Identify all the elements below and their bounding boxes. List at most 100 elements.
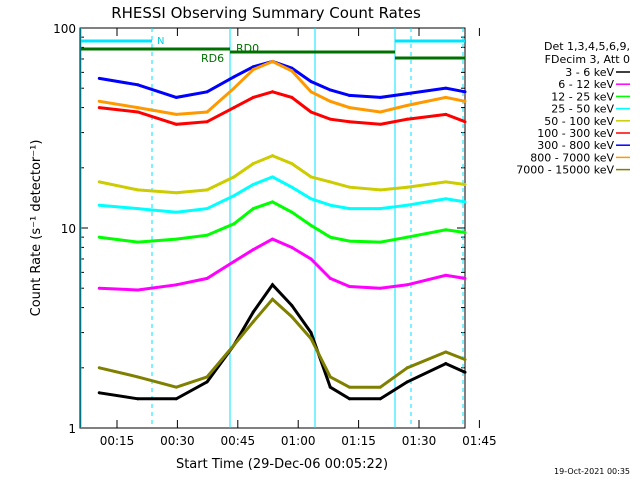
data-point	[232, 259, 236, 263]
data-point	[309, 197, 313, 201]
legend-label: 25 - 50 keV	[551, 103, 614, 116]
data-point	[405, 380, 409, 384]
data-point	[463, 90, 467, 94]
data-point	[174, 210, 178, 214]
data-point	[463, 99, 467, 103]
axis-ticks: 1 10 100 00:15 00:30 00:45 01:00 01:15 01:30 01:4…	[53, 22, 497, 448]
data-point	[232, 175, 236, 179]
data-point	[463, 120, 467, 124]
legend-label: 6 - 12 keV	[558, 78, 614, 91]
data-point	[290, 303, 294, 307]
data-point	[444, 180, 448, 184]
series-line	[98, 297, 466, 389]
info-detectors: Det 1,3,4,5,6,9,	[544, 40, 630, 53]
x-tick-label: 01:30	[402, 434, 437, 448]
data-point	[232, 86, 236, 90]
data-point	[290, 185, 294, 189]
annotation-n: N	[157, 36, 164, 47]
legend-label: 3 - 6 keV	[565, 66, 614, 79]
data-point	[378, 240, 382, 244]
data-point	[290, 69, 294, 73]
data-point	[348, 106, 351, 110]
legend-label: 800 - 7000 keV	[530, 151, 614, 164]
data-point	[97, 106, 101, 110]
data-point	[309, 175, 313, 179]
data-point	[97, 203, 101, 207]
data-point	[463, 200, 467, 204]
y-tick-label: 100	[53, 22, 76, 36]
data-point	[463, 370, 467, 374]
y-tick-label: 1	[68, 422, 76, 436]
data-point	[251, 162, 255, 166]
data-point	[405, 235, 409, 239]
data-point	[444, 95, 448, 99]
data-point	[174, 191, 178, 195]
data-point	[463, 358, 467, 362]
data-point	[290, 245, 294, 249]
data-point	[136, 106, 140, 110]
data-point	[309, 337, 313, 341]
data-point	[348, 120, 351, 124]
y-axis-label: Count Rate (s⁻¹ detector⁻¹)	[29, 140, 44, 317]
legend-label: 50 - 100 keV	[544, 115, 614, 128]
data-point	[205, 375, 209, 379]
data-point	[328, 99, 332, 103]
data-point	[174, 122, 178, 126]
data-point	[378, 110, 382, 114]
data-point	[232, 343, 236, 347]
data-point	[290, 95, 294, 99]
data-point	[97, 366, 101, 370]
data-point	[444, 228, 448, 232]
data-point	[348, 239, 351, 243]
data-point	[348, 385, 351, 389]
data-point	[444, 112, 448, 116]
data-point	[205, 120, 209, 124]
info-fdecim: FDecim 3, Att 0	[545, 53, 630, 66]
data-point	[309, 223, 313, 227]
data-point	[97, 391, 101, 395]
series-line	[98, 154, 466, 195]
data-point	[405, 103, 409, 107]
data-point	[205, 188, 209, 192]
data-point	[405, 92, 409, 96]
data-point	[405, 117, 409, 121]
data-point	[309, 110, 313, 114]
annotation-rd0: RD0	[236, 42, 259, 55]
data-point	[232, 75, 236, 79]
data-point	[444, 362, 448, 366]
data-point	[136, 397, 140, 401]
data-point	[348, 93, 351, 97]
y-tick-label: 10	[61, 222, 76, 236]
data-point	[136, 240, 140, 244]
data-point	[136, 110, 140, 114]
x-tick-label: 00:30	[160, 434, 195, 448]
x-tick-label: 00:15	[100, 434, 135, 448]
data-point	[232, 106, 236, 110]
chart-title: RHESSI Observing Summary Count Rates	[111, 4, 421, 22]
data-point	[405, 185, 409, 189]
data-point	[405, 203, 409, 207]
data-point	[251, 65, 255, 69]
data-point	[309, 80, 313, 84]
data-point	[136, 188, 140, 192]
data-point	[378, 188, 382, 192]
data-point	[378, 122, 382, 126]
data-point	[405, 366, 409, 370]
timestamp: 19-Oct-2021 00:35	[554, 467, 630, 476]
data-point	[232, 222, 236, 226]
data-point	[328, 88, 332, 92]
data-point	[205, 276, 209, 280]
x-tick-label: 01:00	[281, 434, 316, 448]
x-axis-label: Start Time (29-Dec-06 00:05:22)	[176, 457, 388, 472]
data-point	[463, 230, 467, 234]
data-point	[271, 59, 274, 63]
data-point	[136, 288, 140, 292]
data-point	[378, 95, 382, 99]
data-point	[328, 180, 332, 184]
data-point	[378, 286, 382, 290]
data-point	[97, 99, 101, 103]
data-point	[444, 197, 448, 201]
data-point	[309, 90, 313, 94]
